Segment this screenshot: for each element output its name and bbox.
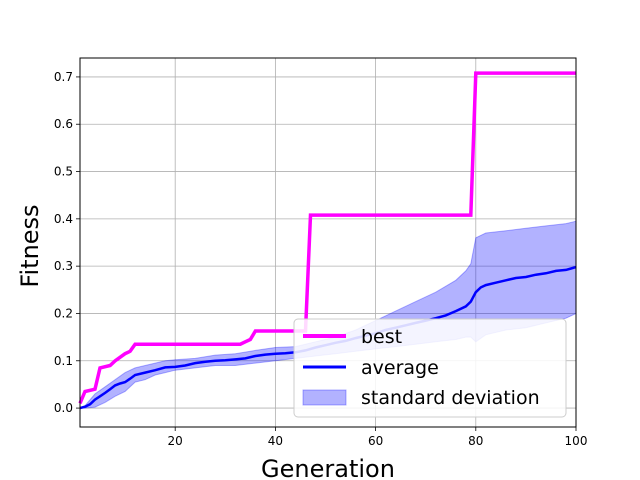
y-tick-label: 0.0	[54, 401, 73, 415]
x-tick-label: 60	[368, 434, 383, 448]
y-tick-label: 0.3	[54, 259, 73, 273]
x-tick-label: 80	[468, 434, 483, 448]
x-tick-label: 40	[268, 434, 283, 448]
x-tick-label: 100	[565, 434, 588, 448]
y-axis-label: Fitness	[16, 204, 44, 287]
y-tick-label: 0.6	[54, 117, 73, 131]
series-line-best	[78, 71, 576, 404]
legend: best average standard deviation	[293, 318, 567, 418]
tick-layer: 20 40 60 80 100 0.0 0.1 0.2 0.3 0.4 0.5 0.6 0.7	[54, 70, 588, 448]
x-tick-label: 20	[168, 434, 183, 448]
legend-std-swatch	[302, 389, 347, 406]
legend-best-label: best	[361, 326, 402, 348]
y-tick-label: 0.1	[54, 354, 73, 368]
plot-frame	[79, 57, 577, 428]
legend-std-label: standard deviation	[361, 387, 540, 409]
legend-box	[293, 318, 567, 418]
legend-average-label: average	[361, 357, 439, 379]
y-tick-label: 0.4	[54, 212, 73, 226]
y-tick-label: 0.7	[54, 70, 73, 84]
x-axis-label: Generation	[261, 455, 395, 480]
y-tick-label: 0.2	[54, 306, 73, 320]
y-tick-label: 0.5	[54, 165, 73, 179]
